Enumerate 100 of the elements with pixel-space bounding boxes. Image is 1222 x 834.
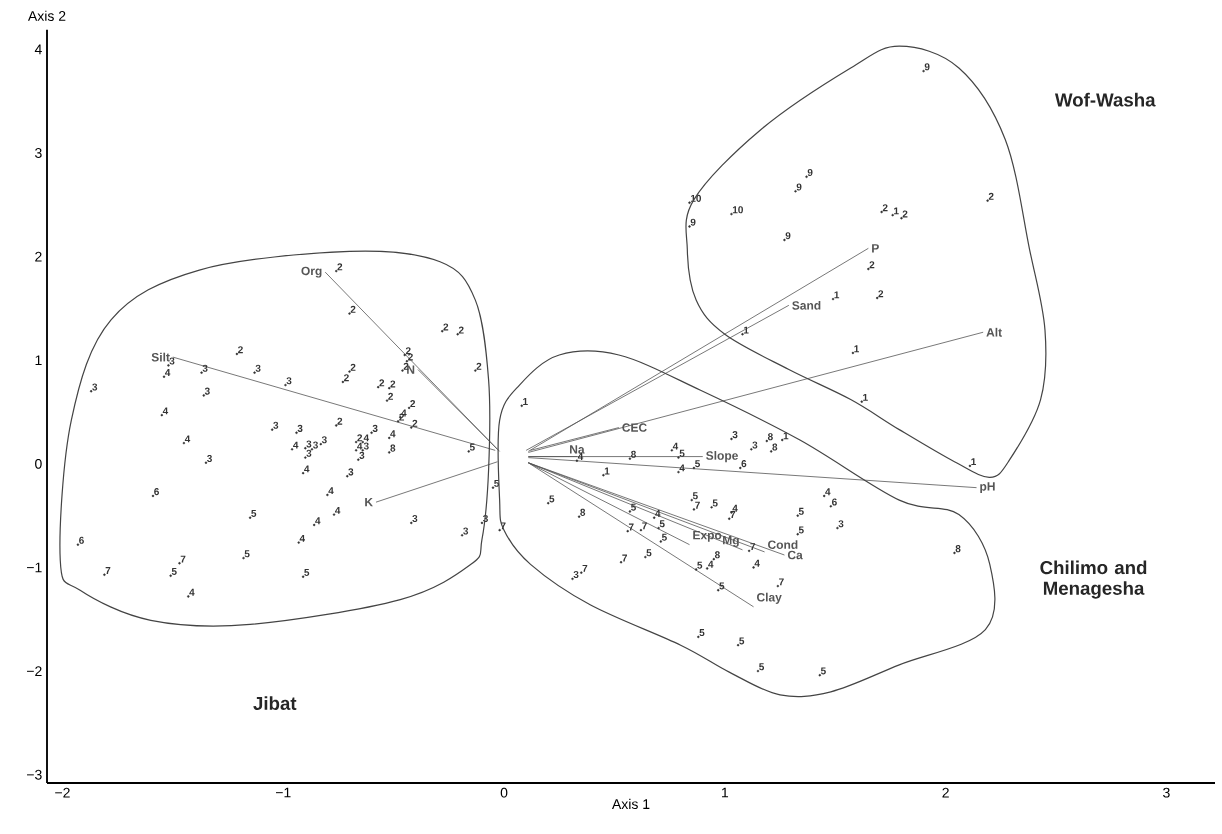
series-label: Ca <box>787 550 803 560</box>
text: 7 <box>180 555 186 563</box>
text: 2 <box>878 290 884 298</box>
text: 5 <box>469 443 475 451</box>
text: 4 <box>184 435 191 443</box>
series-label: Alt <box>986 327 1002 337</box>
text: 2 <box>882 204 888 212</box>
annotation: Jibat <box>253 696 297 710</box>
text: 9 <box>924 63 930 71</box>
text: 4 <box>328 487 334 495</box>
text: 2 <box>403 362 409 370</box>
text: 5 <box>739 637 745 645</box>
text: 3 <box>312 441 318 449</box>
text: 3 <box>297 424 303 432</box>
text: 5 <box>549 495 555 503</box>
text: 2 <box>350 363 356 371</box>
text: 2 <box>458 326 464 334</box>
y-tick-label: −2 <box>27 666 42 676</box>
y-tick-label: −1 <box>27 562 42 573</box>
y-tick-label: 4 <box>34 44 42 55</box>
text: 4 <box>655 510 661 517</box>
text: 4 <box>164 369 171 376</box>
text: 9 <box>785 232 791 240</box>
x-tick-label: 0 <box>500 787 508 798</box>
text: 2 <box>337 417 343 425</box>
text: 5 <box>251 509 257 517</box>
x-tick-label: 2 <box>942 787 949 798</box>
x-tick-label: 3 <box>1163 787 1170 798</box>
text: 2 <box>357 434 363 442</box>
text: 3 <box>363 442 369 450</box>
text: 3 <box>255 364 261 372</box>
annotation: Chilimo and Menagesha <box>1040 560 1147 599</box>
text: 2 <box>412 419 418 427</box>
text: 1 <box>863 393 868 401</box>
text: 4 <box>315 517 321 525</box>
series-label: 8 <box>580 508 586 516</box>
text: 7 <box>750 543 756 551</box>
text: 5 <box>631 503 636 511</box>
y-tick-label: −3 <box>27 769 42 780</box>
text: 4 <box>672 442 679 450</box>
text: 3 <box>483 515 488 523</box>
text: 2 <box>476 362 482 370</box>
text: 5 <box>171 567 177 575</box>
text: 3 <box>92 383 98 391</box>
text: 1 <box>783 432 789 440</box>
text: 2 <box>379 379 385 387</box>
text: 5 <box>798 507 804 515</box>
text: 2 <box>390 380 396 388</box>
text: 4 <box>293 441 299 449</box>
text: 2 <box>388 392 393 400</box>
text: 3 <box>573 570 579 579</box>
text: 3 <box>463 527 469 535</box>
series-label: Na <box>570 445 585 454</box>
text: 3 <box>273 421 279 429</box>
series-label: 10 <box>732 206 743 214</box>
text: 3 <box>838 520 844 528</box>
text: 3 <box>752 441 758 449</box>
text: 5 <box>646 549 652 557</box>
y-tick-label: 0 <box>35 458 42 469</box>
text: 8 <box>390 444 396 452</box>
text: 7 <box>622 554 627 562</box>
text: 4 <box>162 407 169 415</box>
text: 3 <box>286 377 292 385</box>
text: 5 <box>659 520 665 528</box>
text: 5 <box>244 550 250 558</box>
text: 1 <box>894 207 899 215</box>
text: 1 <box>743 326 749 334</box>
text: 8 <box>714 551 720 559</box>
x-axis-title: Axis 1 <box>611 798 650 810</box>
text: 4 <box>825 488 831 496</box>
series-label: K <box>365 498 373 507</box>
series-label: CEC <box>622 423 647 432</box>
series-label: 3 <box>306 449 312 457</box>
text: 6 <box>832 498 837 506</box>
text: 3 <box>359 451 365 459</box>
text: 1 <box>834 291 840 299</box>
text: 2 <box>869 261 875 269</box>
text: 4 <box>390 430 396 438</box>
text: 2 <box>350 305 356 313</box>
text: 4 <box>363 434 370 442</box>
text: 4 <box>577 453 584 460</box>
text: 7 <box>642 522 647 530</box>
series-label: Sand <box>792 300 821 310</box>
text: 5 <box>759 663 765 671</box>
text: 3 <box>321 436 327 444</box>
text: 4 <box>189 588 195 596</box>
series-label: Clay <box>756 592 782 604</box>
text: 3 <box>732 431 738 439</box>
text: 3 <box>169 357 175 365</box>
y-axis-title: Axis 2 <box>27 10 66 21</box>
y-tick-label: 1 <box>35 355 42 366</box>
series-label: Silt <box>151 352 170 362</box>
series-label: 4 <box>357 442 363 450</box>
text: 4 <box>732 504 738 512</box>
text: 3 <box>202 364 208 372</box>
text: 2 <box>238 346 243 354</box>
text: 2 <box>408 353 413 361</box>
y-tick-label: 3 <box>35 148 42 158</box>
text: 1 <box>604 467 610 475</box>
text: 5 <box>699 629 705 637</box>
